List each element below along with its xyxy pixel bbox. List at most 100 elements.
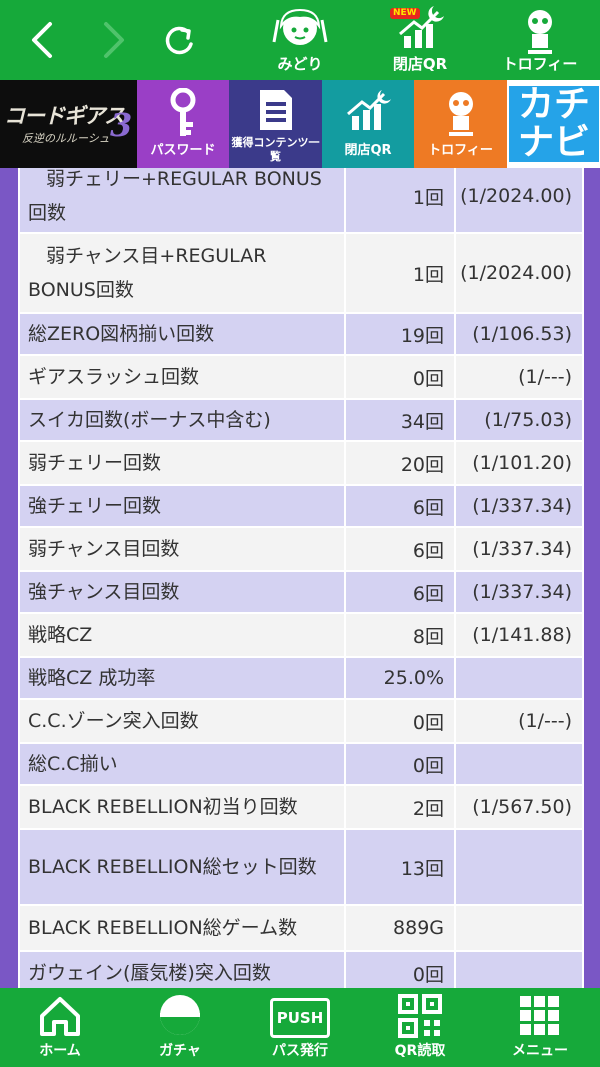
menu-label: メニュー (512, 1043, 568, 1059)
row-count: 2回 (344, 784, 457, 830)
gacha-tab[interactable]: ガチャ (120, 988, 240, 1067)
game-logo-number: 3 (110, 106, 133, 144)
grid-menu-icon (520, 996, 559, 1035)
row-label: 弱チャンス目+REGULAR BONUS回数 (28, 245, 267, 301)
password-tile[interactable]: パスワード (137, 80, 229, 168)
qr-read-tab[interactable]: QR読取 (360, 988, 480, 1067)
row-label: ギアスラッシュ回数 (18, 354, 347, 400)
midori-button[interactable]: みどり (262, 0, 338, 80)
row-probability (454, 656, 584, 700)
row-label: 強チャンス目回数 (18, 570, 347, 614)
gacha-label: ガチャ (159, 1043, 201, 1059)
row-label: 弱チャンス目回数 (18, 526, 347, 572)
row-count: 25.0% (344, 656, 457, 700)
kachinavi-logo[interactable]: カチナビ (507, 80, 600, 168)
row-label: 戦略CZ (18, 612, 347, 658)
content-navigation: コードギアス 反逆のルルーシュ 3 パスワード 獲得コンテンツ一覧 閉店QR (0, 80, 600, 168)
table-row: BLACK REBELLION総ゲーム数 889G (18, 904, 584, 952)
table-row: 弱チェリー+REGULAR BONUS回数 1回 (1/2024.00) (18, 168, 584, 234)
row-count: 6回 (344, 484, 457, 528)
table-row: 戦略CZ 成功率 25.0% (18, 656, 584, 700)
row-count: 20回 (344, 440, 457, 486)
game-logo[interactable]: コードギアス 反逆のルルーシュ 3 (0, 80, 137, 168)
table-row: ガウェイン(蜃気楼)突入回数 0回 (18, 950, 584, 988)
trophy-label: トロフィー (502, 55, 578, 73)
row-count: 0回 (344, 742, 457, 786)
row-count: 0回 (344, 354, 457, 400)
forward-button[interactable] (90, 18, 134, 62)
closing-qr-tile[interactable]: 閉店QR (322, 80, 414, 168)
row-probability: (1/---) (454, 354, 584, 400)
chevron-left-icon (32, 22, 52, 58)
trophy-character-icon (448, 92, 473, 136)
chart-up-icon (399, 6, 444, 48)
game-logo-title: コードギアス (4, 103, 125, 128)
row-probability: (1/141.88) (454, 612, 584, 658)
push-icon: PUSH (270, 998, 330, 1038)
acquired-content-label: 獲得コンテンツ一覧 (231, 136, 320, 163)
row-probability: (1/106.53) (454, 312, 584, 356)
row-count: 889G (344, 904, 457, 952)
data-table-scroll[interactable]: 弱チェリー+REGULAR BONUS回数 1回 (1/2024.00) 弱チャ… (18, 168, 584, 988)
table-row: 総ZERO図柄揃い回数 19回 (1/106.53) (18, 312, 584, 356)
row-count: 34回 (344, 398, 457, 442)
table-row: ギアスラッシュ回数 0回 (1/---) (18, 354, 584, 400)
menu-tab[interactable]: メニュー (480, 988, 600, 1067)
trophy-button[interactable]: トロフィー (500, 0, 580, 80)
row-label: 戦略CZ 成功率 (18, 656, 347, 700)
row-probability: (1/2024.00) (454, 168, 584, 234)
table-row: 強チェリー回数 6回 (1/337.34) (18, 484, 584, 528)
row-probability: (1/337.34) (454, 570, 584, 614)
table-row: BLACK REBELLION初当り回数 2回 (1/567.50) (18, 784, 584, 830)
closing-qr-label: 閉店QR (392, 55, 448, 73)
password-label: パスワード (150, 143, 216, 158)
row-probability: (1/337.34) (454, 526, 584, 572)
qr-read-label: QR読取 (394, 1043, 446, 1059)
row-probability (454, 828, 584, 906)
trophy-tile[interactable]: トロフィー (414, 80, 507, 168)
row-probability (454, 904, 584, 952)
acquired-content-tile[interactable]: 獲得コンテンツ一覧 (229, 80, 322, 168)
row-label: ガウェイン(蜃気楼)突入回数 (18, 950, 347, 988)
chart-up-icon (347, 90, 391, 130)
row-count: 6回 (344, 570, 457, 614)
closing-qr-button[interactable]: NEW 閉店QR (380, 0, 460, 80)
pass-issue-label: パス発行 (272, 1043, 328, 1059)
reload-icon (165, 26, 193, 55)
closing-qr-tile-label: 閉店QR (344, 143, 392, 158)
back-button[interactable] (22, 18, 66, 62)
push-icon-text: PUSH (276, 1009, 324, 1027)
row-probability: (1/101.20) (454, 440, 584, 486)
data-table: 弱チェリー+REGULAR BONUS回数 1回 (1/2024.00) 弱チャ… (18, 168, 584, 988)
trophy-tile-label: トロフィー (428, 143, 493, 158)
row-probability (454, 742, 584, 786)
home-tab[interactable]: ホーム (0, 988, 120, 1067)
row-count: 13回 (344, 828, 457, 906)
row-count: 1回 (344, 232, 457, 314)
table-row: C.C.ゾーン突入回数 0回 (1/---) (18, 698, 584, 744)
table-row: スイカ回数(ボーナス中含む) 34回 (1/75.03) (18, 398, 584, 442)
row-probability: (1/---) (454, 698, 584, 744)
row-label: 弱チェリー回数 (18, 440, 347, 486)
trophy-character-icon (528, 10, 552, 54)
row-label: 総ZERO図柄揃い回数 (18, 312, 347, 356)
row-label: BLACK REBELLION総ゲーム数 (18, 904, 347, 952)
row-probability (454, 950, 584, 988)
pass-issue-tab[interactable]: PUSH パス発行 (240, 988, 360, 1067)
kachinavi-logo-text: カチナビ (509, 86, 599, 162)
row-count: 6回 (344, 526, 457, 572)
row-count: 0回 (344, 950, 457, 988)
row-probability: (1/2024.00) (454, 232, 584, 314)
row-label: BLACK REBELLION総セット回数 (18, 828, 347, 906)
row-label: BLACK REBELLION初当り回数 (18, 784, 347, 830)
midori-label: みどり (277, 55, 323, 73)
qr-code-icon (398, 994, 442, 1038)
data-panel: 弱チェリー+REGULAR BONUS回数 1回 (1/2024.00) 弱チャ… (0, 168, 600, 988)
row-label: スイカ回数(ボーナス中含む) (18, 398, 347, 442)
reload-button[interactable] (158, 18, 202, 62)
chevron-right-icon (104, 22, 124, 58)
row-count: 8回 (344, 612, 457, 658)
top-app-bar: みどり NEW 閉店QR トロフィー (0, 0, 600, 80)
gacha-capsule-icon (160, 995, 200, 1035)
row-count: 19回 (344, 312, 457, 356)
